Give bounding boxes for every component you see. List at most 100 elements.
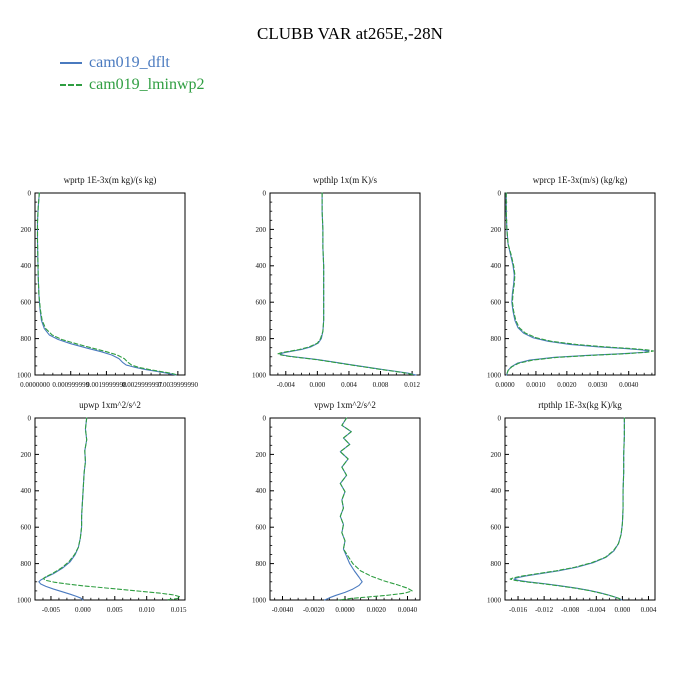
y-tick-label: 400 <box>256 487 267 495</box>
series-cam019_lminwp2 <box>338 417 413 601</box>
y-tick-label: 600 <box>256 299 267 307</box>
series-cam019_dflt <box>505 192 650 376</box>
chart-wprcp: wprcp 1E-3x(m/s) (kg/kg) 0 200 400 600 800 100… <box>487 175 656 389</box>
y-tick-label: 0 <box>263 189 267 197</box>
y-tick-label: 400 <box>21 262 32 270</box>
chart-rtpthlp: rtpthlp 1E-3x(kg K)/kg02004006008001000-… <box>487 400 657 614</box>
plot-frame <box>504 417 656 601</box>
x-tick-label: 0.000 <box>615 606 631 614</box>
y-tick-label: 200 <box>491 451 502 459</box>
plot-frame <box>34 417 186 601</box>
y-tick-label: 0 <box>28 414 32 422</box>
y-tick-label: 1000 <box>487 596 502 604</box>
y-tick-label: 600 <box>256 524 267 532</box>
legend-label: cam019_dflt <box>89 54 170 71</box>
x-tick-label: 0.0019999998 <box>86 381 127 389</box>
page-title: CLUBB VAR at265E,-28N <box>257 24 443 43</box>
series-cam019_lminwp2 <box>36 192 179 376</box>
series-cam019_lminwp2 <box>277 192 416 376</box>
x-tick-label: 0.0040 <box>619 381 639 389</box>
x-tick-label: 0.0020 <box>557 381 577 389</box>
y-tick-label: 800 <box>256 560 267 568</box>
x-tick-label: -0.0040 <box>272 606 294 614</box>
y-tick-label: 800 <box>21 560 32 568</box>
y-tick-label: 200 <box>256 226 267 234</box>
x-tick-label: -0.008 <box>561 606 580 614</box>
x-tick-label: 0.000 <box>309 381 325 389</box>
series-cam019_lminwp2 <box>42 417 181 601</box>
x-tick-label: 0.0000 <box>335 606 355 614</box>
y-tick-label: 200 <box>491 226 502 234</box>
x-tick-label: 0.004 <box>641 606 657 614</box>
y-tick-label: 600 <box>491 299 502 307</box>
y-tick-label: 1000 <box>252 371 267 379</box>
x-tick-label: 0.0000 <box>495 381 515 389</box>
y-tick-label: 600 <box>491 524 502 532</box>
series-cam019_dflt <box>279 192 417 376</box>
legend-line-icon <box>60 62 82 64</box>
x-tick-label: 0.000999999 <box>52 381 89 389</box>
x-tick-label: 0.004 <box>341 381 357 389</box>
chart-title-upwp: upwp 1xm^2/s^2 <box>79 400 141 410</box>
chart-title-wpthlp: wpthlp 1x(m K)/s <box>313 175 377 185</box>
plot-frame <box>269 192 421 376</box>
x-tick-label: 0.015 <box>171 606 187 614</box>
chart-wprtp: wprtp 1E-3x(m kg)/(s kg) 0 200 400 600 800 100… <box>17 175 198 389</box>
y-tick-label: 1000 <box>487 371 502 379</box>
y-tick-label: 400 <box>491 262 502 270</box>
plot-frame <box>34 192 186 376</box>
x-tick-label: 0.0040 <box>398 606 418 614</box>
x-tick-label: -0.005 <box>42 606 61 614</box>
y-tick-label: 400 <box>21 487 32 495</box>
x-tick-label: 0.0010 <box>526 381 546 389</box>
x-tick-label: 0.0029999997 <box>122 381 163 389</box>
chart-title-wprtp: wprtp 1E-3x(m kg)/(s kg) <box>64 175 157 185</box>
x-tick-label: 0.0020 <box>367 606 387 614</box>
y-tick-label: 200 <box>21 226 32 234</box>
series-cam019_dflt <box>36 192 177 376</box>
x-tick-label: -0.004 <box>277 381 296 389</box>
y-tick-label: 0 <box>28 189 32 197</box>
plot-frame <box>269 417 421 601</box>
x-tick-label: -0.012 <box>535 606 554 614</box>
x-tick-label: -0.016 <box>509 606 528 614</box>
y-tick-label: 400 <box>256 262 267 270</box>
legend: cam019_dflt cam019_lminwp2 <box>60 52 205 96</box>
chart-wpthlp: wpthlp 1x(m K)/s 0 200 400 600 800 1000 -0.004 0… <box>252 175 421 389</box>
y-tick-label: 1000 <box>252 596 267 604</box>
series-cam019_lminwp2 <box>509 417 625 601</box>
y-tick-label: 0 <box>498 189 502 197</box>
x-tick-label: 0.005 <box>107 606 123 614</box>
x-tick-label: 0.000 <box>75 606 91 614</box>
y-tick-label: 800 <box>491 560 502 568</box>
legend-item-cam019_dflt: cam019_dflt <box>60 52 205 74</box>
x-tick-label: 0.0000000 <box>20 381 50 389</box>
x-tick-label: 0.010 <box>139 606 155 614</box>
y-tick-label: 600 <box>21 524 32 532</box>
chart-title-vpwp: vpwp 1xm^2/s^2 <box>314 400 376 410</box>
x-tick-label: 0.0030 <box>588 381 608 389</box>
y-tick-label: 1000 <box>17 371 32 379</box>
legend-label: cam019_lminwp2 <box>89 76 205 93</box>
chart-title-rtpthlp: rtpthlp 1E-3x(kg K)/kg <box>538 400 622 410</box>
plot-frame <box>504 192 656 376</box>
x-tick-label: -0.0020 <box>303 606 325 614</box>
series-cam019_lminwp2 <box>505 192 654 376</box>
legend-line-icon <box>60 84 82 86</box>
y-tick-label: 800 <box>491 335 502 343</box>
series-cam019_dflt <box>38 417 88 601</box>
y-tick-label: 200 <box>256 451 267 459</box>
x-tick-label: -0.004 <box>587 606 606 614</box>
x-tick-label: 0.008 <box>373 381 389 389</box>
chart-vpwp: vpwp 1xm^2/s^2 0 200 400 600 800 1000 -0.0040 -0… <box>252 400 421 614</box>
chart-title-wprcp: wprcp 1E-3x(m/s) (kg/kg) <box>533 175 627 185</box>
y-tick-label: 1000 <box>17 596 32 604</box>
y-tick-label: 600 <box>21 299 32 307</box>
legend-item-cam019_lminwp2: cam019_lminwp2 <box>60 74 205 96</box>
series-cam019_dflt <box>513 417 625 601</box>
y-tick-label: 800 <box>21 335 32 343</box>
y-tick-label: 200 <box>21 451 32 459</box>
x-tick-label: 0.012 <box>404 381 420 389</box>
